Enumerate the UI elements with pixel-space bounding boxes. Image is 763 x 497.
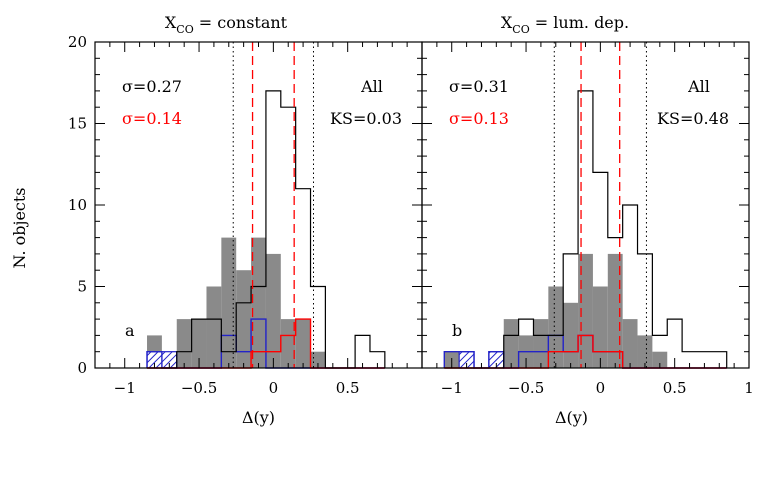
sigma-subset-label: σ=0.14 (122, 109, 182, 128)
gray-bar (503, 319, 519, 368)
y-tick-label: 20 (68, 33, 87, 51)
ks-label: KS=0.48 (657, 109, 729, 128)
y-tick-label: 0 (77, 359, 87, 377)
x-tick-label: 0.5 (336, 379, 360, 397)
gray-bar (578, 253, 593, 368)
x-tick-label: −1 (441, 379, 463, 397)
panel-letter: a (125, 321, 135, 340)
x-tick-label: −0.5 (508, 379, 544, 397)
gray-bar (563, 302, 579, 368)
panel-letter: b (452, 321, 462, 340)
panel-title: XCO = constant (165, 13, 288, 36)
gray-bar (206, 286, 222, 368)
y-axis-label: N. objects (10, 187, 29, 268)
x-tick-label: 1 (744, 379, 754, 397)
gray-bar (607, 253, 623, 368)
x-tick-label: 0.5 (663, 379, 687, 397)
x-tick-label: −0.5 (181, 379, 217, 397)
black-histogram (444, 90, 728, 369)
y-tick-label: 10 (68, 196, 87, 214)
gray-bar (637, 335, 653, 368)
sigma-subset-label: σ=0.13 (449, 109, 509, 128)
panel-b: −1 −0.5 0 0.5 1 Δ(y) XCO = lum. dep. σ=0.31 σ=0.… (421, 13, 754, 427)
gray-bar (310, 351, 326, 368)
sigma-all-label: σ=0.27 (122, 77, 182, 96)
gray-bar (592, 286, 608, 368)
gray-bar (622, 319, 638, 368)
gray-bar (265, 253, 281, 368)
gray-bar (652, 351, 668, 368)
panel-title: XCO = lum. dep. (501, 13, 629, 36)
gray-bar (236, 270, 252, 368)
y-tick-label: 15 (68, 115, 87, 133)
gray-bar (280, 319, 296, 368)
gray-bar (533, 319, 549, 368)
x-axis-label: Δ(y) (242, 408, 275, 427)
x-tick-label: 0 (269, 379, 279, 397)
all-label: All (360, 77, 383, 96)
gray-bar (548, 286, 564, 368)
ks-label: KS=0.03 (330, 109, 402, 128)
x-tick-label: −1 (114, 379, 136, 397)
x-axis-label: Δ(y) (555, 408, 588, 427)
y-tick-label: 5 (77, 278, 87, 296)
gray-bar (221, 237, 237, 368)
gray-bar (176, 319, 192, 368)
black-histogram (147, 90, 386, 369)
all-label: All (687, 77, 710, 96)
sigma-all-label: σ=0.31 (449, 77, 509, 96)
panel-a: −1 −0.5 0 0.5 0 5 10 15 20 Δ(y) XCO = constant σ=0.… (68, 13, 423, 427)
gray-bar (295, 319, 311, 368)
gray-bar (251, 237, 266, 368)
x-tick-label: 0 (596, 379, 606, 397)
gray-bar (191, 319, 207, 368)
